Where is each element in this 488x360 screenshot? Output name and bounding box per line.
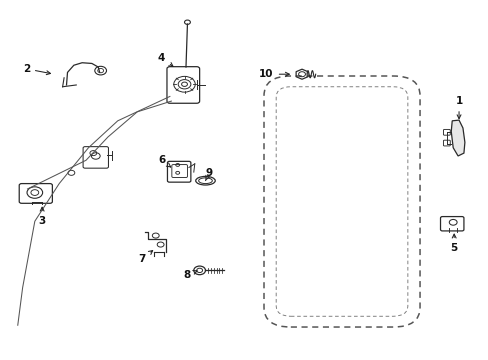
Text: 5: 5: [449, 234, 457, 253]
Text: 4: 4: [158, 53, 173, 67]
Text: 9: 9: [205, 168, 212, 181]
Text: 3: 3: [39, 207, 46, 226]
Text: 1: 1: [454, 96, 462, 119]
Text: 10: 10: [259, 69, 289, 79]
Polygon shape: [450, 120, 464, 156]
Text: 7: 7: [138, 251, 152, 264]
Text: 8: 8: [183, 270, 197, 280]
Text: 2: 2: [22, 64, 50, 75]
Text: 6: 6: [158, 155, 170, 167]
